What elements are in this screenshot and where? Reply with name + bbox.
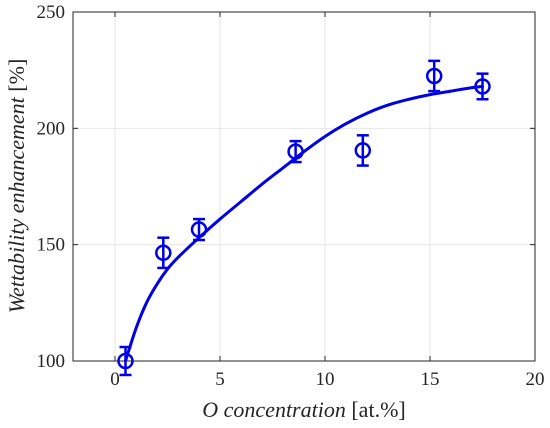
point-marker	[117, 352, 134, 370]
plot-frame	[72, 11, 536, 362]
x-tick-label: 15	[421, 369, 440, 390]
data-point	[155, 236, 172, 270]
x-axis-unit: [at.%]	[351, 397, 405, 422]
data-point	[117, 345, 134, 377]
data-point	[474, 72, 491, 101]
ticks	[73, 11, 536, 362]
point-marker	[155, 244, 172, 262]
y-tick-label: 150	[37, 235, 66, 256]
x-tick-label: 0	[110, 369, 120, 390]
point-marker	[425, 67, 443, 85]
x-tick-label: 10	[316, 369, 335, 390]
tick-labels: 0 5 10 15 20 100 150 200 250	[37, 2, 545, 390]
x-axis-title: O concentration [at.%]	[202, 397, 405, 422]
data-point	[354, 134, 372, 167]
x-tick-label: 5	[215, 369, 225, 390]
point-marker	[287, 143, 304, 160]
y-tick-label: 200	[37, 118, 66, 139]
point-marker	[474, 78, 491, 95]
data-point	[287, 139, 304, 164]
y-axis-title: Wettability enhancement [%]	[4, 59, 29, 314]
x-tick-label: 20	[526, 369, 545, 390]
y-tick-label: 100	[37, 351, 66, 372]
fit-curve	[124, 84, 484, 363]
x-axis-title-text: O concentration	[202, 397, 346, 422]
data-point	[425, 59, 443, 93]
y-tick-label: 250	[37, 2, 66, 23]
y-axis-unit: [%]	[4, 59, 29, 92]
data-points	[117, 59, 491, 377]
point-marker	[190, 221, 208, 238]
y-axis-title-text: Wettability enhancement	[4, 96, 29, 313]
fit-curve-group	[124, 84, 484, 363]
data-point	[190, 217, 208, 242]
point-marker	[354, 142, 372, 159]
